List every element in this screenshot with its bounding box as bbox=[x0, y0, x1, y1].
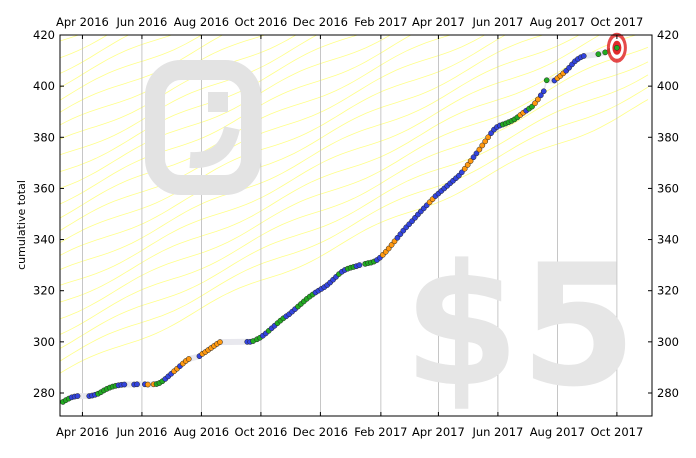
data-point bbox=[537, 92, 544, 99]
guide-line bbox=[60, 99, 649, 374]
y-tick-label-left: 400 bbox=[33, 79, 55, 93]
guide-line bbox=[60, 35, 203, 101]
data-point bbox=[532, 100, 538, 107]
vertical-gridlines bbox=[82, 35, 618, 416]
x-tick-label-bottom: Oct 2017 bbox=[590, 425, 643, 439]
x-tick-label-bottom: Apr 2016 bbox=[56, 425, 109, 439]
data-point bbox=[144, 381, 151, 388]
guide-line bbox=[60, 35, 173, 88]
data-point bbox=[461, 165, 468, 172]
y-tick-label-right: 400 bbox=[657, 79, 679, 93]
watermark-text: $5 bbox=[403, 228, 637, 424]
x-tick-label-bottom: Feb 2017 bbox=[354, 425, 407, 439]
data-point bbox=[543, 77, 550, 84]
data-point bbox=[470, 154, 477, 161]
data-point bbox=[485, 134, 492, 141]
x-tick-label-bottom: Oct 2016 bbox=[235, 425, 288, 439]
guide-line bbox=[60, 46, 649, 320]
smiley-watermark-icon bbox=[145, 60, 261, 195]
data-point bbox=[535, 96, 541, 103]
y-tick-label-left: 380 bbox=[33, 130, 55, 144]
guide-line bbox=[60, 0, 648, 9]
guide-line bbox=[60, 35, 580, 270]
data-point bbox=[580, 53, 587, 59]
guide-line bbox=[60, 61, 649, 335]
x-tick-label-bottom: Apr 2017 bbox=[412, 425, 465, 439]
x-tick-label-top: Aug 2016 bbox=[174, 15, 229, 29]
x-tick-label-top: Dec 2016 bbox=[293, 15, 348, 29]
x-tick-label-top: Oct 2017 bbox=[590, 15, 643, 29]
guide-line bbox=[60, 86, 649, 362]
plot-frame bbox=[59, 34, 653, 417]
axis-ticks: Apr 2016 Apr 2016 Jun 2016 Jun 2016 Aug 2016… bbox=[33, 15, 679, 439]
data-point bbox=[595, 51, 602, 58]
data-point bbox=[467, 158, 474, 164]
watermark: $5 bbox=[145, 60, 637, 424]
y-tick-label-left: 340 bbox=[33, 233, 55, 247]
x-tick-label-bottom: Jun 2017 bbox=[471, 425, 523, 439]
y-tick-label-left: 360 bbox=[33, 181, 55, 195]
data-point bbox=[74, 393, 81, 399]
data-point bbox=[464, 162, 471, 168]
y-tick-label-right: 320 bbox=[657, 284, 679, 298]
target-marker bbox=[606, 32, 627, 63]
data-point bbox=[217, 339, 223, 345]
y-tick-label-left: 280 bbox=[33, 386, 55, 400]
x-tick-label-top: Oct 2016 bbox=[235, 15, 288, 29]
data-point bbox=[476, 146, 483, 153]
guide-line bbox=[60, 35, 601, 286]
data-point bbox=[479, 142, 486, 149]
data-point bbox=[473, 150, 480, 157]
y-tick-label-left: 420 bbox=[33, 28, 55, 42]
data-point bbox=[134, 381, 140, 388]
data-point bbox=[185, 356, 192, 362]
guide-line bbox=[60, 35, 507, 244]
x-tick-label-top: Jun 2017 bbox=[471, 15, 523, 29]
x-tick-label-top: Feb 2017 bbox=[354, 15, 407, 29]
data-point bbox=[121, 381, 128, 388]
guide-line bbox=[60, 35, 545, 256]
data-point bbox=[356, 262, 363, 268]
y-tick-label-right: 360 bbox=[657, 181, 679, 195]
y-tick-label-right: 380 bbox=[657, 130, 679, 144]
x-tick-label-top: Apr 2016 bbox=[56, 15, 109, 29]
guide-line bbox=[60, 35, 638, 303]
data-points bbox=[60, 45, 620, 405]
x-tick-label-top: Jun 2016 bbox=[115, 15, 167, 29]
y-tick-label-right: 280 bbox=[657, 386, 679, 400]
data-point bbox=[540, 88, 547, 95]
y-tick-label-left: 320 bbox=[33, 284, 55, 298]
data-point bbox=[602, 49, 609, 56]
x-tick-label-bottom: Aug 2016 bbox=[174, 425, 229, 439]
x-tick-label-top: Aug 2017 bbox=[530, 15, 585, 29]
data-point bbox=[482, 138, 489, 145]
x-tick-label-bottom: Jun 2016 bbox=[115, 425, 167, 439]
y-tick-label-right: 300 bbox=[657, 335, 679, 349]
y-tick-label-left: 300 bbox=[33, 335, 55, 349]
target-point bbox=[614, 44, 620, 51]
x-tick-label-bottom: Dec 2016 bbox=[293, 425, 348, 439]
y-axis-label: cumulative total bbox=[15, 180, 28, 270]
x-tick-label-top: Apr 2017 bbox=[412, 15, 465, 29]
y-tick-label-right: 420 bbox=[657, 28, 679, 42]
y-tick-label-right: 340 bbox=[657, 233, 679, 247]
guide-line bbox=[60, 74, 649, 349]
x-tick-label-bottom: Aug 2017 bbox=[530, 425, 585, 439]
